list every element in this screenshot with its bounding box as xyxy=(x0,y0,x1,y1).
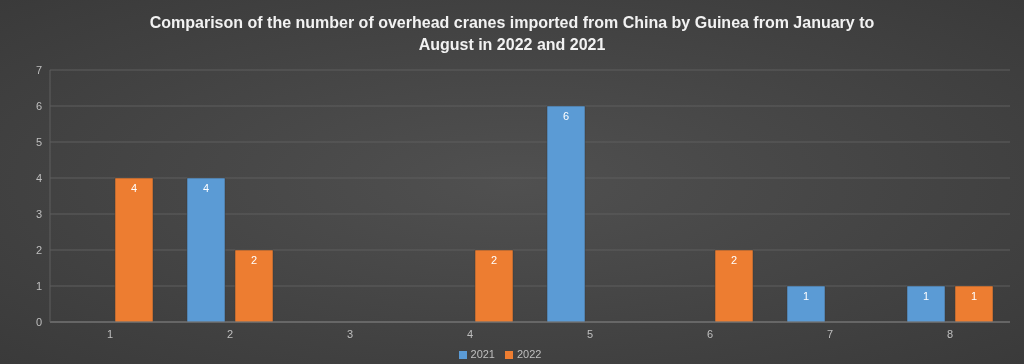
svg-text:5: 5 xyxy=(36,136,42,148)
html-text:Comparison of the number of ov: Comparison of the number of overhead cra… xyxy=(149,14,875,53)
svg-text:1: 1 xyxy=(107,328,113,340)
svg-text:4: 4 xyxy=(467,328,473,340)
svg-text:3: 3 xyxy=(347,328,353,340)
svg-text:0: 0 xyxy=(36,316,42,328)
svg-text:5: 5 xyxy=(587,328,593,340)
svg-text:4: 4 xyxy=(36,172,42,184)
html-text:2022: 2022 xyxy=(517,348,542,360)
svg-text:4: 4 xyxy=(131,182,137,194)
svg-text:1: 1 xyxy=(923,290,929,302)
svg-text:6: 6 xyxy=(36,100,42,112)
svg-text:2: 2 xyxy=(227,328,233,340)
svg-text:1: 1 xyxy=(36,280,42,292)
svg-text:2: 2 xyxy=(491,254,497,266)
svg-text:6: 6 xyxy=(707,328,713,340)
svg-text:1: 1 xyxy=(803,290,809,302)
svg-text:8: 8 xyxy=(947,328,953,340)
svg-text:2: 2 xyxy=(731,254,737,266)
svg-text:6: 6 xyxy=(563,110,569,122)
svg-text:2: 2 xyxy=(251,254,257,266)
svg-text:7: 7 xyxy=(827,328,833,340)
svg-text:3: 3 xyxy=(36,208,42,220)
svg-text:4: 4 xyxy=(203,182,209,194)
svg-text:2: 2 xyxy=(36,244,42,256)
svg-text:1: 1 xyxy=(971,290,977,302)
html-text:2021: 2021 xyxy=(470,348,495,360)
svg-text:7: 7 xyxy=(36,64,42,76)
